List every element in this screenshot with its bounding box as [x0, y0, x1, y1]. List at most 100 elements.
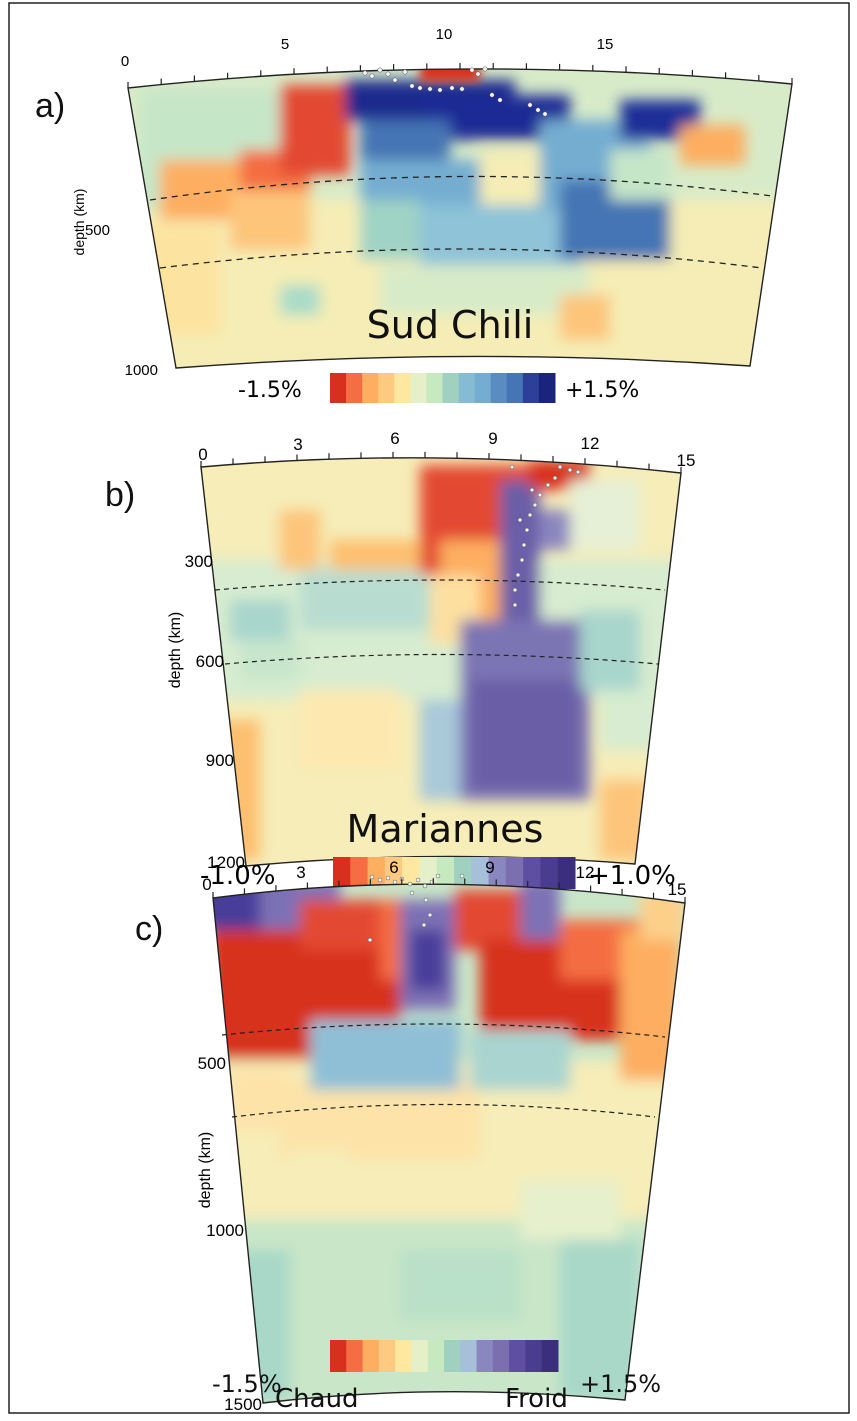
panel-c-ticks	[212, 878, 686, 903]
colorbar-swatch	[411, 1340, 429, 1372]
colorbar-swatch	[490, 373, 508, 403]
colorbar-swatch	[333, 857, 351, 889]
panel-b-earthquakes	[509, 464, 581, 608]
panel-a-ylabel: depth (km)	[71, 189, 87, 256]
colorbar-swatch	[330, 373, 347, 403]
panel-a-xtick-5: 5	[281, 36, 289, 53]
panel-c-colorbar-max-label: +1.5%	[580, 1370, 662, 1398]
colorbar-swatch	[458, 373, 476, 403]
colorbar-swatch	[384, 857, 403, 889]
panel-a-colorbar	[330, 373, 556, 403]
colorbar-swatch	[476, 1340, 494, 1372]
colorbar-swatch	[362, 1340, 380, 1372]
panel-c-xtick-9: 9	[485, 858, 494, 877]
panel-a-label: a)	[35, 87, 65, 125]
colorbar-swatch	[378, 373, 395, 403]
panel-b-label: b)	[105, 476, 135, 514]
panel-c-colorbar	[330, 1340, 559, 1372]
panel-a-earthquakes	[362, 66, 548, 117]
panel-a-title: Sud Chili	[367, 303, 534, 347]
panel-b-410-discontinuity	[214, 579, 666, 591]
panel-b-colorbar-max: +1.0%	[588, 861, 676, 891]
panel-c-depth-1500: 1500	[224, 1395, 262, 1414]
panel-a-colorbar-max: +1.5%	[565, 378, 639, 403]
panel-b-xtick-15: 15	[677, 451, 696, 470]
panel-a-660-discontinuity	[159, 248, 763, 269]
panel-c-ylabel: depth (km)	[197, 1132, 214, 1208]
colorbar-swatch	[525, 1340, 543, 1372]
colorbar-swatch	[557, 857, 576, 889]
colorbar-swatch	[523, 857, 541, 889]
panel-b-depth-1200: 1200	[207, 853, 245, 872]
colorbar-swatch	[436, 857, 455, 889]
colorbar-swatch	[394, 373, 411, 403]
panel-a-colorbar-min: -1.5%	[238, 378, 302, 403]
colorbar-swatch	[540, 857, 559, 889]
colorbar-swatch	[460, 1340, 478, 1372]
panel-b-xtick-6: 6	[390, 429, 399, 448]
colorbar-swatch	[488, 857, 507, 889]
panel-a-410-discontinuity	[149, 175, 773, 201]
colorbar-swatch	[506, 373, 524, 403]
panel-a-xtick-15: 15	[597, 36, 614, 53]
panel-b-colorbar	[333, 857, 576, 889]
colorbar-swatch	[362, 373, 379, 403]
panel-c-label: c)	[135, 910, 163, 948]
colorbar-swatch	[346, 373, 363, 403]
colorbar-swatch	[395, 1340, 412, 1372]
colorbar-swatch	[426, 373, 443, 403]
panel-a-xtick-10: 10	[436, 26, 453, 43]
colorbar-swatch	[541, 1340, 559, 1372]
colorbar-swatch	[492, 1340, 510, 1372]
panel-b-xtick-12: 12	[581, 434, 600, 453]
colorbar-swatch	[538, 373, 556, 403]
colorbar-swatch	[474, 373, 492, 403]
colorbar-swatch	[427, 1340, 445, 1372]
panel-b-depth-300: 300	[185, 552, 213, 571]
panel-c-field	[213, 884, 685, 1403]
panel-c-section: c) 0 3 6 9 12 15 500 1000 1500 depth (km…	[135, 858, 687, 1414]
colorbar-swatch	[402, 857, 420, 889]
colorbar-swatch	[444, 1340, 461, 1372]
colorbar-swatch	[522, 373, 540, 403]
panel-b-depth-900: 900	[206, 751, 234, 770]
panel-a-section: a) 0 5 10 15 500 1000 depth (km) Sud Chi…	[35, 26, 793, 403]
panel-b-xtick-3: 3	[293, 435, 302, 454]
panel-b-ticks	[200, 451, 682, 473]
colorbar-swatch	[442, 373, 460, 403]
panel-b-depth-600: 600	[196, 652, 224, 671]
colorbar-swatch	[509, 1340, 526, 1372]
colorbar-swatch	[330, 1340, 347, 1372]
panel-c-depth-500: 500	[198, 1054, 226, 1073]
panel-b-660-discontinuity	[224, 653, 659, 665]
panel-b-section: b) 0 3 6 9 12 15 300 600 900 1200 depth …	[105, 429, 696, 891]
panel-a-depth-1000: 1000	[125, 362, 158, 379]
panel-c-depth-1000: 1000	[206, 1221, 244, 1240]
colorbar-swatch	[410, 373, 427, 403]
panel-b-title: Mariannes	[347, 807, 544, 851]
panel-c-xtick-3: 3	[296, 863, 305, 882]
colorbar-swatch	[350, 857, 369, 889]
panel-b-ylabel: depth (km)	[167, 612, 184, 688]
panel-a-ticks	[127, 62, 793, 88]
panel-a-depth-500: 500	[85, 222, 110, 239]
panel-c-xtick-15: 15	[668, 880, 687, 899]
panel-c-xtick-0: 0	[202, 875, 211, 894]
colorbar-swatch	[346, 1340, 364, 1372]
colorbar-cold-label: Froid	[505, 1384, 568, 1414]
figure-border	[8, 2, 850, 1414]
panel-b-colorbar-min: -1.0%	[200, 861, 275, 891]
colorbar-swatch	[454, 857, 472, 889]
panel-c-xtick-6: 6	[389, 858, 398, 877]
panel-c-xtick-12: 12	[576, 863, 595, 882]
panel-b-xtick-9: 9	[488, 429, 497, 448]
colorbar-swatch	[471, 857, 490, 889]
panel-c-660-discontinuity	[231, 1103, 656, 1118]
colorbar-swatch	[505, 857, 524, 889]
panel-b-xtick-0: 0	[198, 445, 207, 464]
panel-c-colorbar-min-label: -1.5%	[212, 1370, 282, 1398]
colorbar-hot-label: Chaud	[275, 1384, 359, 1414]
colorbar-swatch	[378, 1340, 396, 1372]
